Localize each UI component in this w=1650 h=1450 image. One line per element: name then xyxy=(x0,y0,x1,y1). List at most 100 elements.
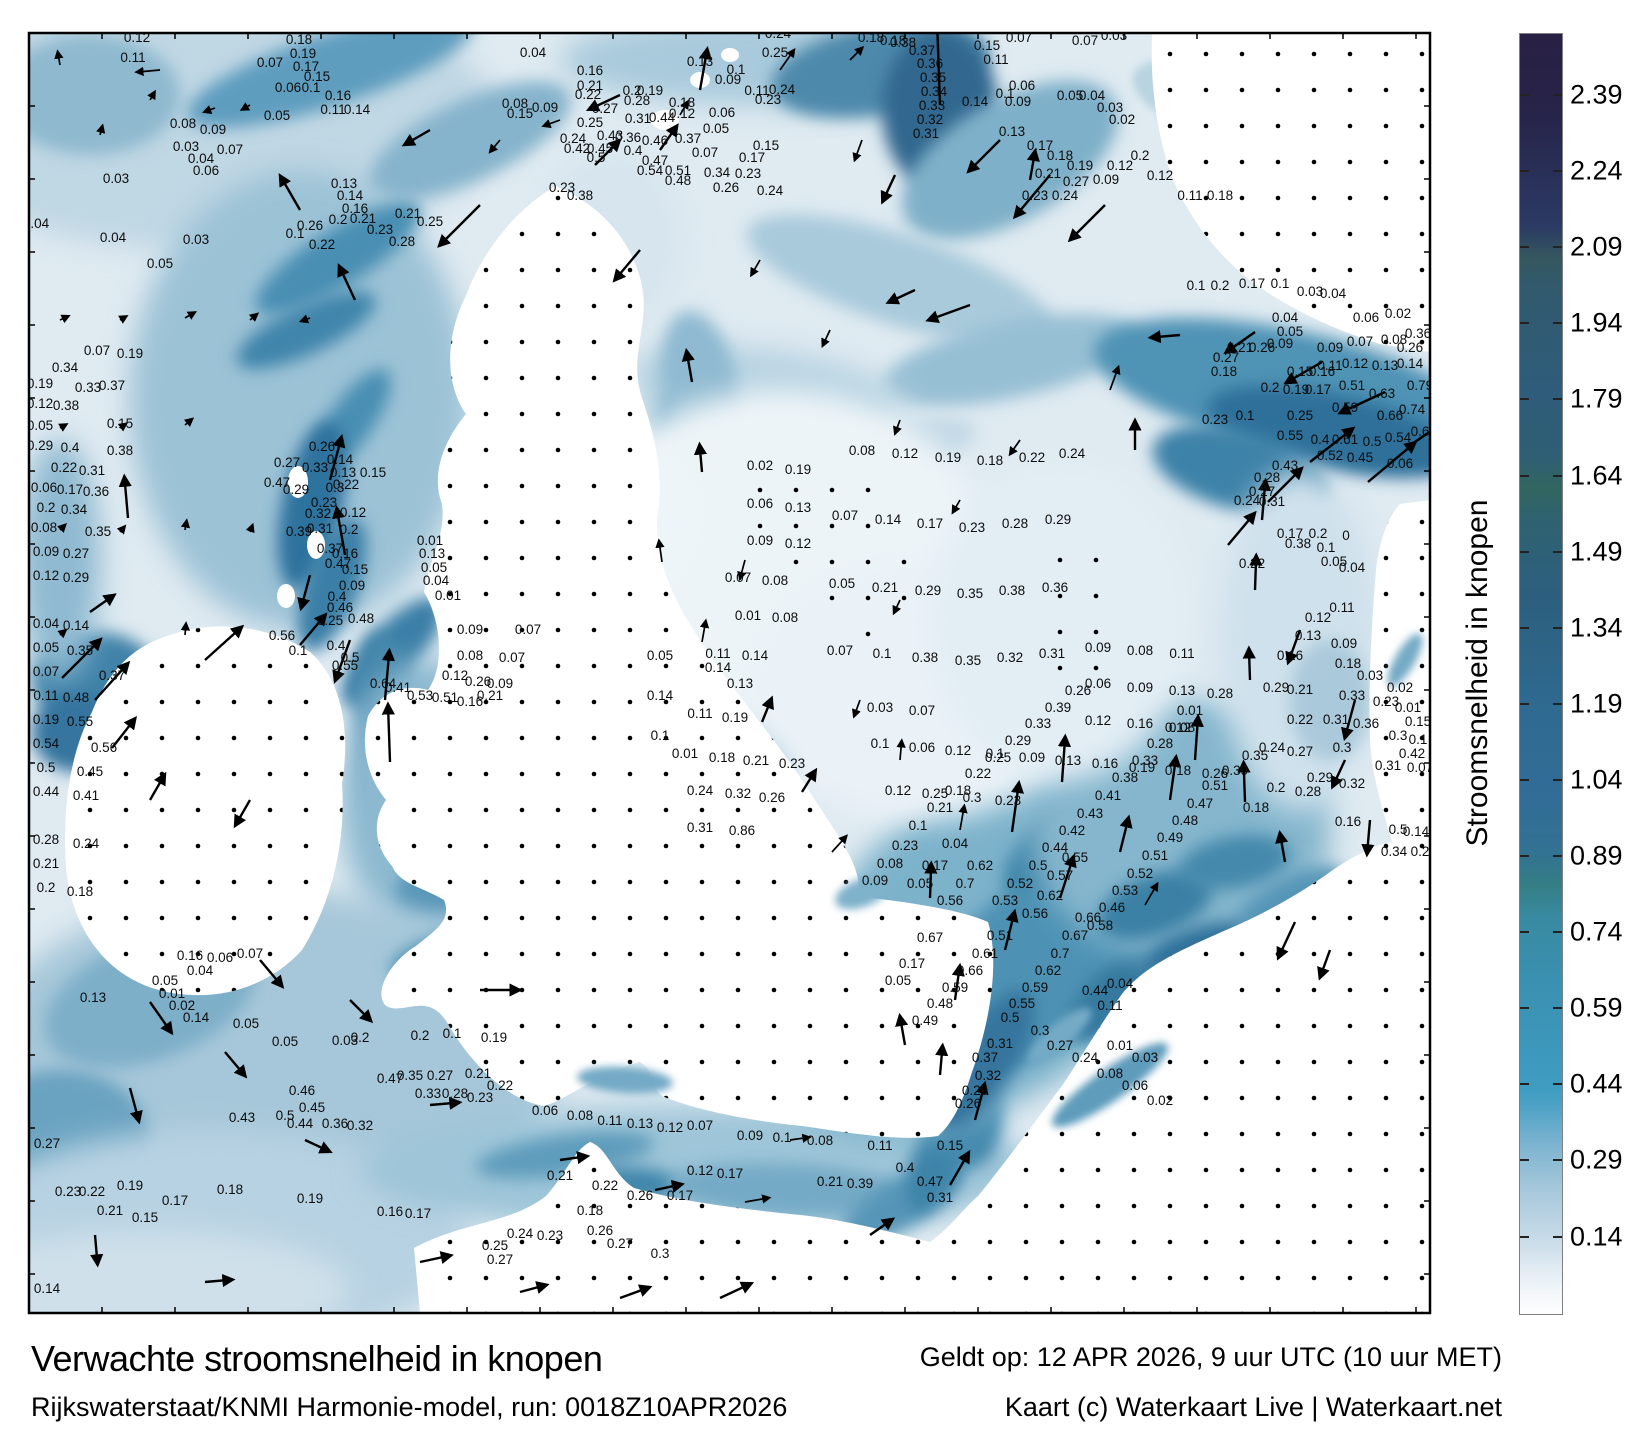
grid-dot xyxy=(865,523,871,529)
speed-label: 0.29 xyxy=(915,583,941,598)
speed-label: 0.07 xyxy=(84,343,110,358)
speed-label: 0.1 xyxy=(727,62,746,77)
speed-label: 0.19 xyxy=(117,346,143,361)
valid-time-caption: Geldt op: 12 APR 2026, 9 uur UTC (10 uur… xyxy=(919,1342,1502,1372)
colorbar-tick-mark xyxy=(1553,778,1562,781)
current-arrow xyxy=(245,522,255,534)
speed-label: 0.38 xyxy=(107,443,133,458)
speed-label: 0.14 xyxy=(962,94,989,109)
speed-label: 0.17 xyxy=(1277,526,1303,541)
current-arrow xyxy=(204,624,245,661)
speed-label: 0.04 xyxy=(520,45,547,60)
speed-label: 0.19 xyxy=(297,1191,323,1206)
speed-label: 0.19 xyxy=(637,83,663,98)
speed-label: 0.31 xyxy=(1039,646,1065,661)
current-arrow xyxy=(437,204,481,248)
current-arrow xyxy=(559,1151,591,1165)
current-arrow xyxy=(1237,759,1251,803)
speed-label: 0.04 xyxy=(1079,88,1106,103)
colorbar-tick-mark xyxy=(1553,398,1562,401)
speed-label: 0.1 xyxy=(1236,408,1255,423)
speed-label: 0.07 xyxy=(692,145,718,160)
speed-label: 0.24 xyxy=(507,1226,534,1241)
speed-label: 0.53 xyxy=(992,893,1018,908)
colorbar-tick-label: 0.44 xyxy=(1570,1068,1623,1099)
map-title: Verwachte stroomsnelheid in knopen xyxy=(31,1338,603,1379)
current-arrow xyxy=(1337,390,1386,415)
speed-label: 0.19 xyxy=(1283,382,1309,397)
speed-label: 0.44 xyxy=(1082,983,1109,998)
colorbar-tick-mark xyxy=(1520,550,1529,553)
speed-label: 0.21 xyxy=(577,78,603,93)
current-arrow xyxy=(655,538,665,563)
speed-label: 0.29 xyxy=(63,570,89,585)
speed-label: 0.25 xyxy=(1287,408,1313,423)
speed-label: 0.16 xyxy=(332,546,358,561)
current-arrow xyxy=(90,1234,104,1268)
speed-label: 0.21 xyxy=(743,753,769,768)
speed-label: 0.44 xyxy=(1042,840,1069,855)
speed-label: 0.29 xyxy=(1045,512,1071,527)
speed-label: 0.07 xyxy=(1072,33,1098,48)
speed-label: 0.32 xyxy=(917,112,943,127)
speed-label: 0.17 xyxy=(739,150,765,165)
speed-label: 0.11 xyxy=(1329,600,1354,615)
speed-label: 0.1 xyxy=(651,728,670,743)
speed-label: 0.14 xyxy=(63,618,90,633)
speed-label: 0.18 xyxy=(1243,800,1269,815)
grid-dot xyxy=(793,487,799,493)
speed-label: 0.5 xyxy=(587,150,606,165)
speed-label: 0.51 xyxy=(1339,378,1365,393)
current-arrow xyxy=(61,637,103,679)
speed-label: 0.26 xyxy=(713,180,739,195)
land-scandinavia xyxy=(1151,33,1430,352)
speed-label: 0.79 xyxy=(1407,378,1433,393)
speed-label: 0.06 xyxy=(31,480,57,495)
current-arrow xyxy=(401,128,431,147)
colorbar-tick-label: 2.39 xyxy=(1570,79,1623,110)
current-arrow xyxy=(885,288,916,305)
current-arrow xyxy=(183,417,195,427)
speed-label: 0.36 xyxy=(1353,716,1379,731)
speed-label: 0.21 xyxy=(465,1066,491,1081)
speed-label: 0.13 xyxy=(331,176,357,191)
speed-label: 0.17 xyxy=(405,1206,431,1221)
speed-label: 0.28 xyxy=(1147,736,1173,751)
speed-label: 0.02 xyxy=(1147,1093,1173,1108)
speed-label: 0.27 xyxy=(1063,174,1089,189)
speed-label: 0.14 xyxy=(742,648,769,663)
current-arrow xyxy=(1285,629,1302,666)
speed-label: 0.2 xyxy=(37,880,56,895)
speed-label: 0.16 xyxy=(457,694,483,709)
grid-dot xyxy=(757,523,763,529)
speed-label: 0.07 xyxy=(1347,334,1373,349)
speed-label: 0.35 xyxy=(955,653,981,668)
speed-label: 0.21 xyxy=(547,1168,573,1183)
speed-label: 0.16 xyxy=(325,88,351,103)
speed-label: 0.13 xyxy=(330,465,356,480)
current-arrow xyxy=(1283,360,1323,385)
speed-label: 0.2 xyxy=(1267,780,1286,795)
speed-label: 0.35 xyxy=(920,70,946,85)
current-arrow xyxy=(381,647,396,701)
speed-label: 0.19 xyxy=(27,376,53,391)
speed-label: 0.6 xyxy=(1411,424,1430,439)
speed-label: 0.01 xyxy=(1395,700,1421,715)
speed-label: 0.08 xyxy=(877,856,903,871)
calm-grid-dots xyxy=(757,487,1099,671)
speed-label: 0.07 xyxy=(257,55,283,70)
speed-label: 0.38 xyxy=(1285,536,1311,551)
speed-label: 0.09 xyxy=(1331,636,1357,651)
speed-label: 0.2 xyxy=(37,500,56,515)
speed-label: 0.23 xyxy=(367,222,393,237)
speed-label: 0.05 xyxy=(27,418,53,433)
speed-label: 0.59 xyxy=(942,980,968,995)
speed-label: 0.11 xyxy=(1169,646,1194,661)
speed-label: 0.34 xyxy=(1381,844,1408,859)
speed-label: 0.14 xyxy=(1397,356,1424,371)
speed-label: 0.09 xyxy=(715,72,741,87)
speed-label: 0.23 xyxy=(1022,188,1048,203)
land-continent xyxy=(414,500,1430,1313)
speed-label: 0.05 xyxy=(703,121,729,136)
speed-label: 0.67 xyxy=(1062,928,1088,943)
